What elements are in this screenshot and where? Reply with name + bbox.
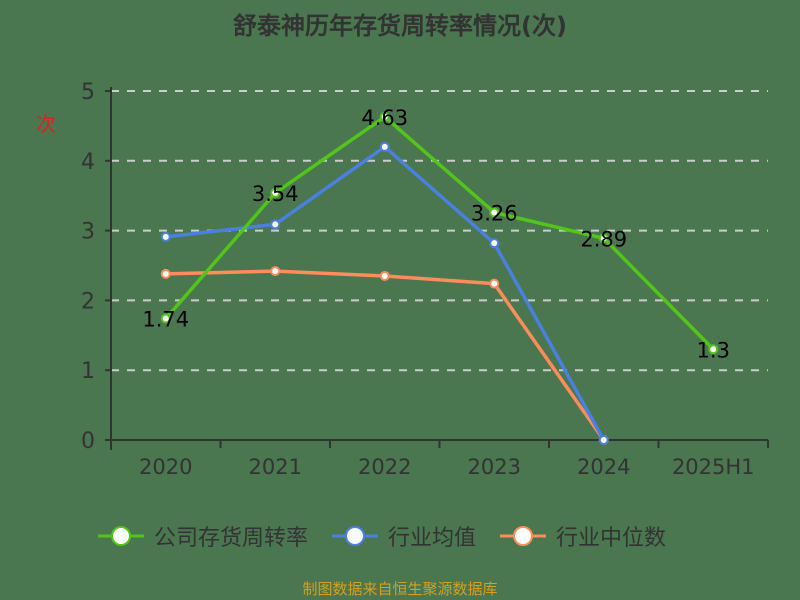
y-tick-label: 5 — [81, 80, 95, 105]
x-tick-label: 2020 — [139, 455, 192, 479]
data-point[interactable] — [160, 231, 171, 242]
y-tick-label: 4 — [81, 150, 95, 175]
legend-label: 公司存货周转率 — [154, 526, 309, 551]
data-point[interactable] — [489, 207, 500, 218]
x-tick-label: 2024 — [577, 455, 630, 479]
data-label: 3.54 — [252, 182, 299, 206]
source-note: 制图数据来自恒生聚源数据库 — [302, 580, 498, 598]
data-label: 4.63 — [361, 106, 408, 130]
data-label: 1.74 — [142, 308, 189, 332]
data-point[interactable] — [379, 141, 390, 152]
y-tick-label: 0 — [81, 429, 95, 454]
data-point[interactable] — [598, 435, 609, 445]
x-tick-label: 2022 — [358, 455, 411, 479]
legend: 公司存货周转率 行业均值 行业中位数 — [96, 520, 666, 552]
data-point[interactable] — [160, 268, 171, 279]
legend-marker-icon — [332, 526, 379, 546]
legend-label: 行业中位数 — [556, 526, 667, 551]
data-label: 3.26 — [471, 201, 518, 225]
y-tick-label: 3 — [81, 220, 95, 245]
legend-item-company[interactable]: 公司存货周转率 — [96, 520, 308, 552]
legend-marker-icon — [98, 526, 144, 546]
x-tick-label: 2023 — [468, 455, 521, 479]
y-tick-label: 1 — [81, 359, 95, 384]
series-line — [165, 145, 606, 441]
data-point[interactable] — [489, 238, 500, 249]
data-point[interactable] — [489, 278, 500, 289]
series-line — [164, 115, 715, 351]
x-tick-label: 2021 — [249, 455, 302, 479]
data-point[interactable] — [379, 270, 390, 281]
data-point[interactable] — [270, 187, 281, 198]
legend-item-industry-avg[interactable]: 行业均值 — [330, 520, 476, 552]
data-point[interactable] — [379, 111, 390, 122]
legend-item-industry-median[interactable]: 行业中位数 — [498, 520, 666, 552]
data-point[interactable] — [270, 266, 281, 277]
data-label: 2.89 — [580, 227, 627, 251]
data-label: 1.3 — [697, 338, 730, 362]
y-axis-unit: 次 — [36, 112, 56, 136]
legend-label: 行业均值 — [388, 526, 477, 551]
data-point[interactable] — [270, 219, 281, 230]
data-point[interactable] — [598, 233, 609, 244]
x-tick-label: 2025H1 — [672, 455, 755, 479]
legend-marker-icon — [500, 526, 547, 546]
series-line — [165, 269, 606, 442]
y-tick-label: 2 — [81, 289, 95, 314]
chart-title: 舒泰神历年存货周转率情况(次) — [233, 12, 567, 40]
data-point[interactable] — [160, 313, 171, 324]
data-point[interactable] — [708, 344, 719, 355]
